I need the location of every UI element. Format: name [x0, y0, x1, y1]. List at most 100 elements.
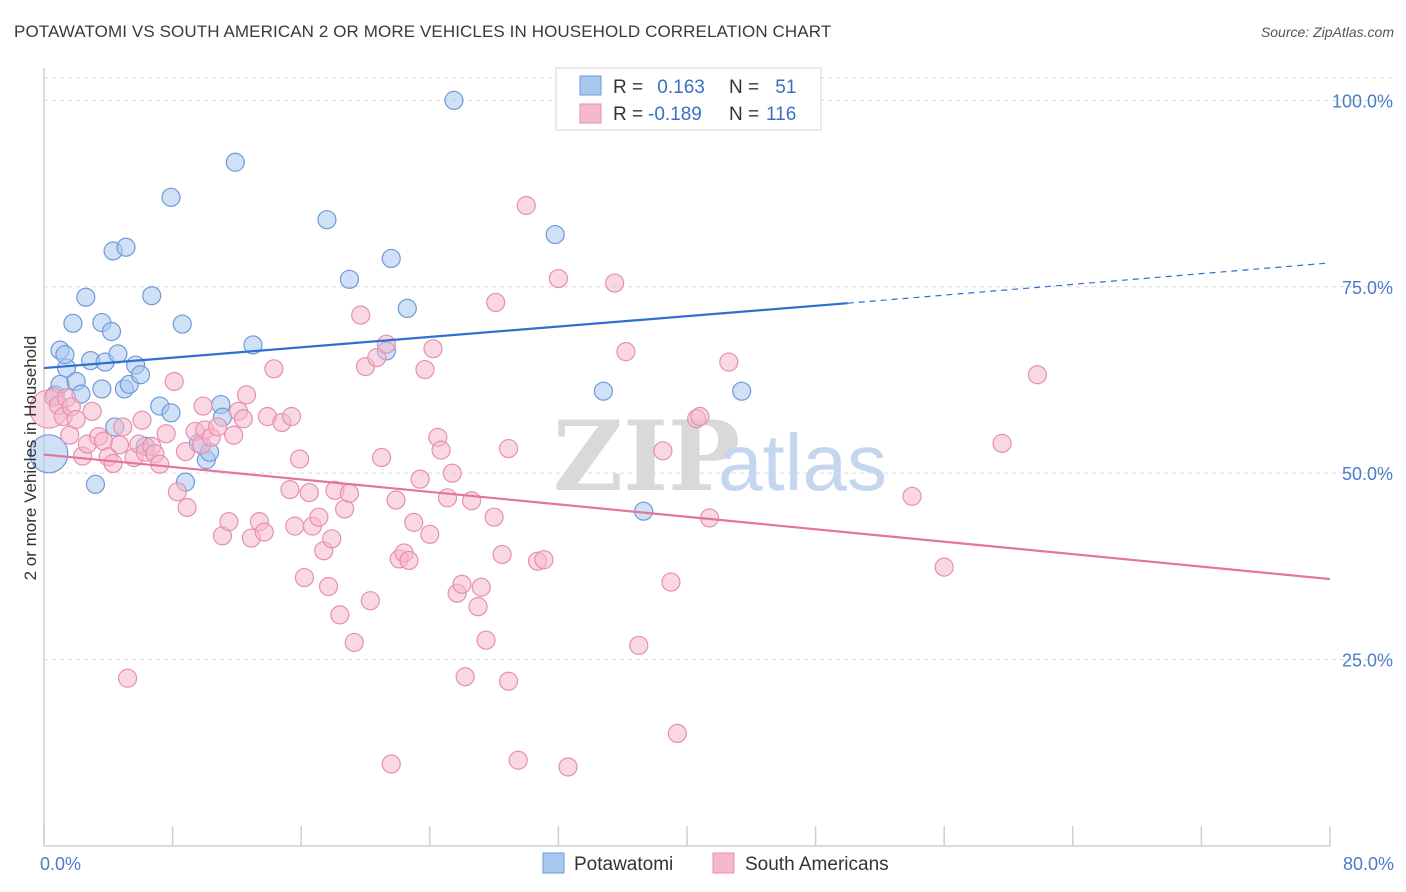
data-point: [116, 237, 136, 257]
data-point: [476, 630, 496, 650]
data-point: [486, 292, 506, 313]
data-point: [1027, 365, 1048, 385]
data-point: [330, 605, 350, 625]
data-point: [281, 406, 302, 427]
series-legend: Potawatomi South Americans: [542, 852, 889, 875]
data-point: [381, 754, 401, 774]
data-point: [317, 210, 337, 230]
data-point: [280, 479, 300, 500]
trend-layer: [43, 262, 1331, 581]
data-point: [177, 497, 197, 518]
data-point: [289, 449, 310, 469]
source-credit: Source: ZipAtlas.com: [1260, 24, 1394, 40]
data-point: [264, 359, 284, 379]
data-point: [410, 469, 430, 489]
legend-n-value-1: 51: [770, 77, 796, 98]
data-point: [690, 406, 710, 427]
data-point: [339, 483, 360, 503]
data-point: [219, 512, 239, 532]
series-potawatomi: [29, 90, 752, 521]
data-point: [437, 488, 458, 508]
data-point: [386, 490, 406, 510]
data-point: [164, 371, 184, 392]
bottom-swatch-south-americans: [712, 852, 735, 874]
data-point: [92, 379, 112, 399]
y-axis-label: 2 or more Vehicles in Household: [21, 336, 40, 581]
data-point: [902, 486, 922, 506]
data-point: [444, 90, 464, 110]
data-point: [484, 507, 504, 527]
data-point: [243, 335, 263, 355]
data-point: [109, 435, 130, 455]
data-point: [397, 298, 417, 318]
y-tick-label: 75.0%: [1342, 278, 1393, 298]
data-point: [992, 433, 1012, 453]
data-point: [732, 381, 752, 401]
data-point: [344, 632, 364, 653]
data-point: [175, 441, 196, 462]
data-point: [309, 507, 329, 527]
data-point: [63, 313, 83, 333]
data-point: [76, 287, 96, 307]
data-point: [85, 474, 106, 494]
data-point: [236, 385, 257, 405]
legend-swatch-south-americans: [579, 103, 602, 124]
data-point: [113, 417, 133, 437]
data-point: [285, 516, 305, 536]
data-point: [224, 425, 244, 445]
data-point: [225, 152, 245, 172]
stats-legend: R = 0.163 N = 51 R = -0.189 N = 116: [555, 67, 822, 131]
data-point: [322, 529, 342, 549]
data-point: [534, 550, 554, 570]
data-point: [616, 342, 636, 362]
data-point: [381, 248, 401, 269]
data-point: [545, 224, 565, 245]
data-point: [156, 424, 176, 444]
x-tick-label: 0.0%: [40, 854, 81, 874]
x-tick-label: 80.0%: [1343, 854, 1394, 874]
data-point: [593, 381, 614, 401]
data-point: [233, 409, 253, 429]
legend-n-label-2: N =: [729, 104, 759, 125]
data-point: [516, 195, 536, 216]
data-point: [299, 482, 319, 503]
data-point: [629, 635, 649, 656]
data-point: [193, 396, 213, 416]
data-point: [423, 339, 443, 359]
data-point: [254, 522, 274, 542]
legend-swatch-potawatomi: [579, 75, 602, 96]
bottom-swatch-potawatomi: [542, 852, 565, 874]
data-point: [498, 438, 519, 459]
legend-r-label-2: R =: [613, 104, 643, 125]
data-point: [142, 286, 162, 306]
data-point: [442, 463, 462, 483]
data-point: [103, 453, 123, 474]
legend-n-value-2: 116: [766, 104, 796, 125]
series-south-americans: [29, 195, 1048, 777]
data-point: [492, 544, 512, 565]
data-point: [719, 352, 739, 372]
trend-line-pink: [43, 453, 1331, 581]
data-point: [172, 314, 192, 334]
data-point: [161, 187, 181, 207]
data-point: [360, 591, 380, 611]
data-point: [415, 359, 435, 380]
data-point: [667, 723, 687, 744]
bottom-legend-potawatomi: Potawatomi: [574, 854, 673, 875]
axis-layer: 25.0% 50.0% 75.0% 100.0% 0.0% 80.0%: [40, 68, 1394, 874]
data-point: [108, 344, 128, 364]
data-point: [208, 417, 228, 437]
data-point: [82, 401, 102, 421]
bottom-legend-south-americans: South Americans: [745, 854, 889, 875]
data-point: [455, 667, 475, 687]
chart-title: POTAWATOMI VS SOUTH AMERICAN 2 OR MORE V…: [14, 22, 832, 41]
data-point: [508, 750, 528, 770]
y-tick-label: 100.0%: [1332, 91, 1393, 111]
data-point: [29, 434, 69, 474]
watermark-zip: ZIP: [553, 400, 740, 513]
data-point: [55, 345, 75, 365]
data-point: [558, 757, 578, 777]
y-tick-label: 25.0%: [1342, 651, 1393, 671]
data-point: [452, 574, 472, 594]
